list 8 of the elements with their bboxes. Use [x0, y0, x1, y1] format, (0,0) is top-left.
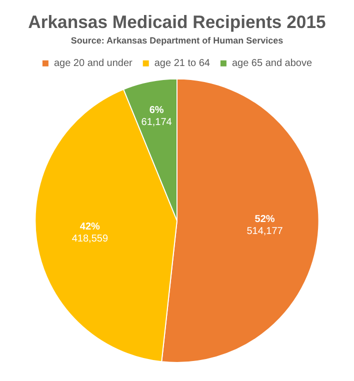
legend-label: age 65 and above — [232, 58, 312, 70]
chart-subtitle: Source: Arkansas Department of Human Services — [70, 35, 284, 46]
data-label: 52% 514,177 — [246, 214, 284, 238]
chart-title: Arkansas Medicaid Recipients 2015 — [28, 12, 326, 32]
legend-label: age 20 and under — [54, 58, 134, 70]
legend-label: age 21 to 64 — [154, 58, 210, 70]
data-label: 6% 61,174 — [141, 105, 172, 128]
data-label: 42% 418,559 — [72, 222, 108, 245]
